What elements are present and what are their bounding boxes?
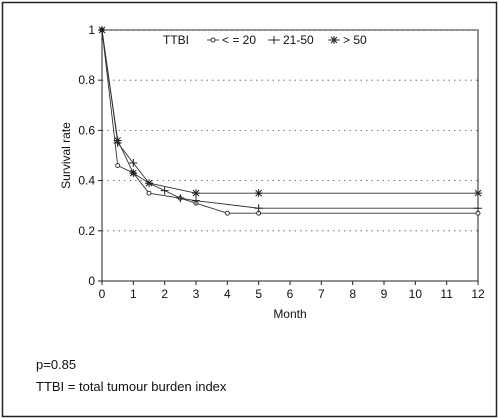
plot-area <box>101 29 479 282</box>
x-tick-label: 8 <box>349 287 356 301</box>
ttbi-definition-note: TTBI = total tumour burden index <box>36 379 227 394</box>
y-axis-label: Survival rate <box>59 122 73 189</box>
series-line <box>101 29 478 209</box>
x-tick-label: 9 <box>381 287 388 301</box>
x-tick-label: 12 <box>471 287 485 301</box>
x-tick-label: 0 <box>99 287 106 301</box>
p-value-note: p=0.85 <box>36 357 77 372</box>
series-3 <box>98 26 482 198</box>
legend-marker <box>270 36 278 44</box>
data-point <box>224 210 230 216</box>
data-point <box>474 189 482 198</box>
legend-entry-label: 21-50 <box>283 33 314 47</box>
data-point <box>160 186 169 195</box>
x-tick-label: 1 <box>130 287 137 301</box>
data-point <box>145 179 153 188</box>
data-point <box>146 190 152 196</box>
data-point <box>113 136 122 145</box>
data-point <box>254 204 263 213</box>
data-point <box>98 26 106 34</box>
legend-marker <box>330 36 338 44</box>
data-point <box>129 159 138 168</box>
x-tick-label: 3 <box>193 287 200 301</box>
y-tick-label: 0.2 <box>78 224 95 238</box>
data-point <box>192 189 200 198</box>
series-line <box>101 29 478 214</box>
data-point <box>115 163 121 168</box>
data-point <box>254 189 263 198</box>
x-tick-label: 2 <box>161 287 168 301</box>
data-point <box>176 194 185 203</box>
x-tick-label: 6 <box>287 287 294 301</box>
x-tick-label: 10 <box>409 287 423 301</box>
x-axis-label: Month <box>273 307 306 321</box>
y-tick-label: 0.4 <box>78 174 95 188</box>
legend-entry-label: > 50 <box>343 33 367 47</box>
y-tick-label: 0 <box>88 274 95 288</box>
y-tick-label: 1 <box>88 23 95 37</box>
series-line <box>101 29 478 194</box>
y-tick-label: 0.6 <box>78 123 95 137</box>
x-tick-label: 11 <box>440 287 453 301</box>
data-point <box>192 196 200 205</box>
legend-entry-label: < = 20 <box>222 33 256 47</box>
data-point <box>129 169 138 178</box>
legend-marker <box>210 37 216 43</box>
legend-title: TTBI <box>163 33 189 47</box>
y-tick-label: 0.8 <box>78 73 95 87</box>
x-tick-label: 4 <box>224 287 231 301</box>
x-tick-label: 5 <box>255 287 262 301</box>
data-point <box>474 204 482 213</box>
legend: TTBI < = 20 21-50 > 50 <box>163 33 367 47</box>
x-tick-label: 7 <box>318 287 325 301</box>
